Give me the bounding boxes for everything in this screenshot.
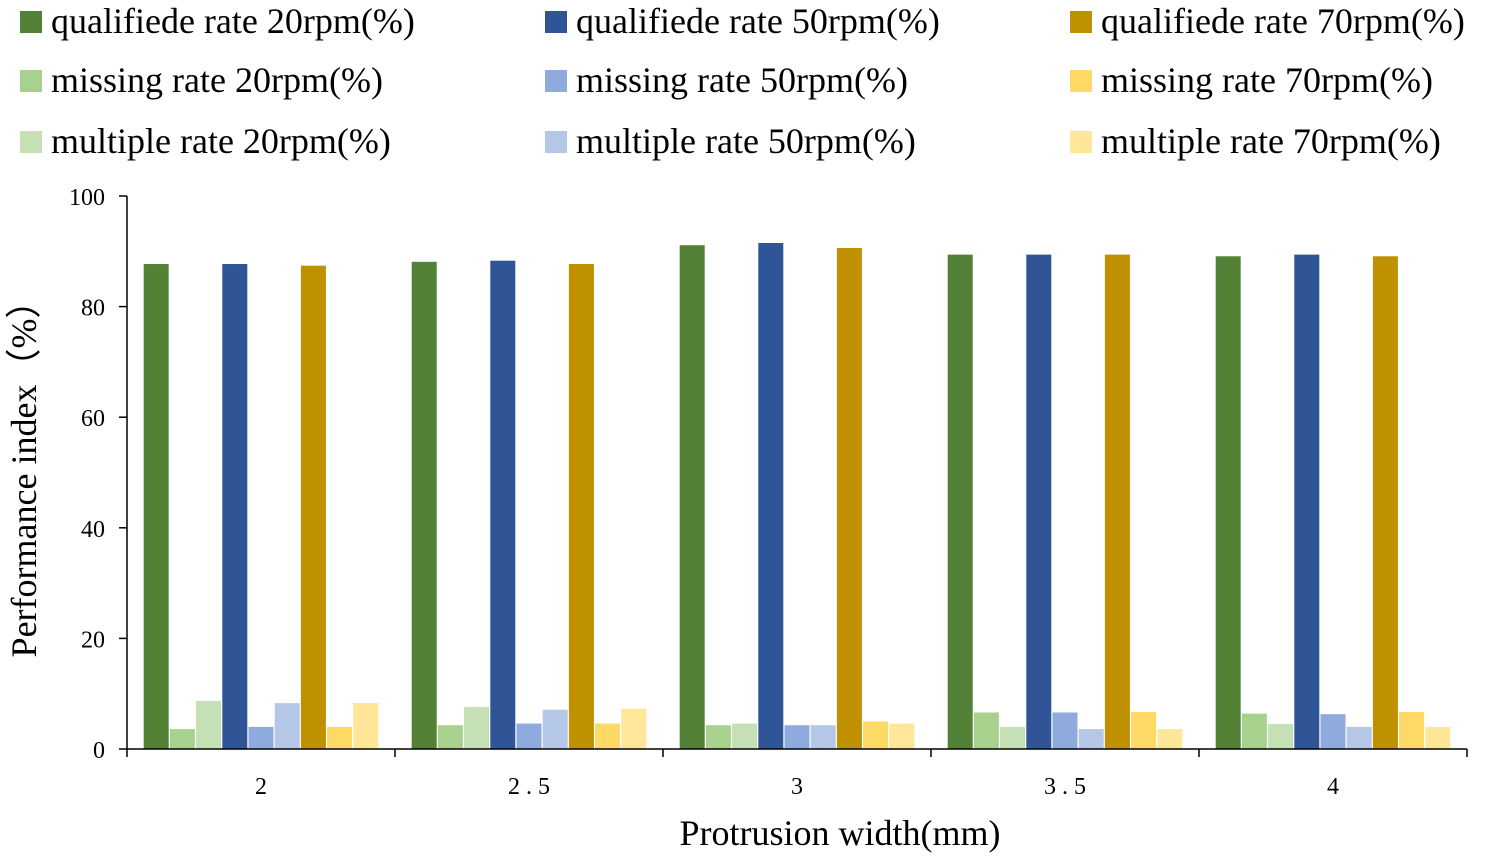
x-axis-title: Protrusion width(mm) <box>680 813 1001 853</box>
legend-label: qualifiede rate 20rpm(%) <box>51 1 415 41</box>
bar <box>1000 726 1026 749</box>
legend-item: multiple rate 50rpm(%) <box>545 121 916 161</box>
bar <box>732 723 758 749</box>
bar <box>784 725 810 749</box>
bar <box>1078 729 1104 749</box>
bar <box>437 725 463 749</box>
bar <box>889 723 915 749</box>
legend-item: qualifiede rate 50rpm(%) <box>545 1 940 41</box>
x-tick-label: 2 <box>255 774 267 800</box>
legend-swatch <box>545 131 567 153</box>
bar <box>300 265 326 749</box>
bar <box>222 264 248 749</box>
legend-swatch <box>1070 70 1092 92</box>
bar <box>464 706 490 749</box>
bar <box>1346 726 1372 749</box>
bar <box>758 243 784 749</box>
legend-item: multiple rate 70rpm(%) <box>1070 121 1441 161</box>
bar <box>1241 713 1267 749</box>
x-tick-label: 4 <box>1327 774 1339 800</box>
y-tick-label: 60 <box>81 406 105 432</box>
legend: qualifiede rate 20rpm(%) missing rate 20r… <box>20 1 1465 161</box>
bar <box>248 726 274 749</box>
bar <box>947 254 973 750</box>
legend-label: multiple rate 20rpm(%) <box>51 121 391 161</box>
legend-swatch <box>20 11 42 33</box>
y-axis-title: Performance index（%） <box>4 283 44 658</box>
bar <box>1268 724 1294 749</box>
plot-area <box>143 243 1451 750</box>
bar <box>274 703 300 749</box>
bar <box>621 708 647 749</box>
bar <box>568 264 594 749</box>
bar <box>1157 729 1183 749</box>
bar <box>836 247 862 749</box>
bar <box>1215 256 1241 749</box>
bar <box>1320 714 1346 749</box>
y-tick-label: 40 <box>81 517 105 543</box>
bar <box>169 729 195 749</box>
bar <box>1425 726 1451 749</box>
bar <box>143 264 169 749</box>
legend-label: missing rate 50rpm(%) <box>576 60 908 100</box>
legend-swatch <box>545 11 567 33</box>
x-tick-label: 3 <box>791 774 803 800</box>
legend-label: qualifiede rate 70rpm(%) <box>1101 1 1465 41</box>
bar <box>1052 712 1078 749</box>
bar <box>1372 256 1398 749</box>
bar <box>516 723 542 749</box>
bar <box>353 703 379 749</box>
legend-swatch <box>1070 131 1092 153</box>
y-tick-label: 0 <box>93 738 105 764</box>
bar <box>705 725 731 749</box>
legend-swatch <box>1070 11 1092 33</box>
legend-label: missing rate 70rpm(%) <box>1101 60 1433 100</box>
bar <box>490 260 516 749</box>
bar <box>679 245 705 750</box>
bar <box>1131 711 1157 749</box>
bar <box>973 712 999 749</box>
legend-item: missing rate 70rpm(%) <box>1070 60 1433 100</box>
legend-item: missing rate 50rpm(%) <box>545 60 908 100</box>
x-tick-label: 2 . 5 <box>508 774 550 800</box>
bar <box>1399 711 1425 749</box>
y-tick-label: 20 <box>81 627 105 653</box>
y-tick-label: 80 <box>81 296 105 322</box>
bar <box>810 725 836 749</box>
legend-swatch <box>20 70 42 92</box>
legend-item: qualifiede rate 70rpm(%) <box>1070 1 1465 41</box>
legend-item: multiple rate 20rpm(%) <box>20 121 391 161</box>
legend-label: multiple rate 50rpm(%) <box>576 121 916 161</box>
bar <box>1294 254 1320 750</box>
x-tick-label: 3 . 5 <box>1044 774 1086 800</box>
legend-label: multiple rate 70rpm(%) <box>1101 121 1441 161</box>
bar <box>327 726 353 749</box>
legend-label: missing rate 20rpm(%) <box>51 60 383 100</box>
bar <box>863 721 889 749</box>
bar <box>196 700 222 749</box>
axes: 0 20 40 60 80 100 2 2 . 5 3 3 . 5 4 <box>69 185 1468 800</box>
y-tick-label: 100 <box>69 185 105 211</box>
bar <box>542 709 568 749</box>
bar <box>595 723 621 749</box>
legend-label: qualifiede rate 50rpm(%) <box>576 1 940 41</box>
legend-item: missing rate 20rpm(%) <box>20 60 383 100</box>
legend-swatch <box>545 70 567 92</box>
legend-swatch <box>20 131 42 153</box>
bar <box>1026 254 1052 750</box>
legend-item: qualifiede rate 20rpm(%) <box>20 1 415 41</box>
bar <box>411 261 437 749</box>
bar <box>1104 254 1130 750</box>
